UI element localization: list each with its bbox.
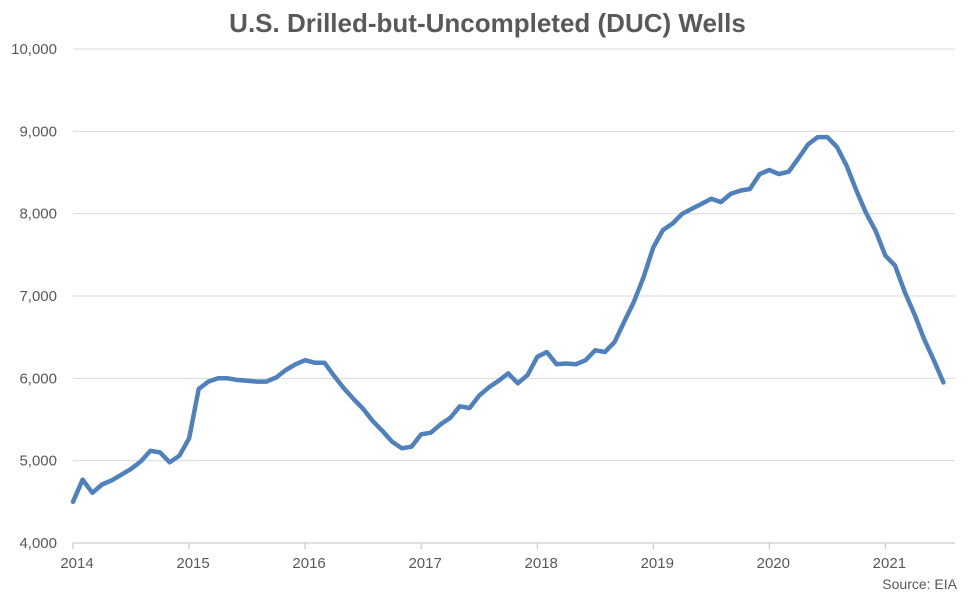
y-tick-label: 5,000	[19, 453, 57, 470]
y-tick-label: 4,000	[19, 535, 57, 552]
y-tick-label: 7,000	[19, 288, 57, 305]
series-line	[70, 134, 946, 505]
x-tick-label: 2015	[176, 555, 209, 572]
x-tick-label: 2020	[757, 555, 790, 572]
x-tick-label: 2014	[60, 555, 93, 572]
y-tick-label: 10,000	[11, 41, 57, 58]
x-tick-label: 2019	[641, 555, 674, 572]
chart-title: U.S. Drilled-but-Uncompleted (DUC) Wells	[229, 8, 746, 38]
x-tick-label: 2017	[408, 555, 441, 572]
y-tick-label: 6,000	[19, 370, 57, 387]
x-tick-label: 2021	[873, 555, 906, 572]
x-tick-label: 2016	[292, 555, 325, 572]
source-note: Source: EIA	[882, 576, 957, 592]
y-tick-label: 8,000	[19, 206, 57, 223]
x-tick-label: 2018	[525, 555, 558, 572]
y-tick-label: 9,000	[19, 123, 57, 140]
